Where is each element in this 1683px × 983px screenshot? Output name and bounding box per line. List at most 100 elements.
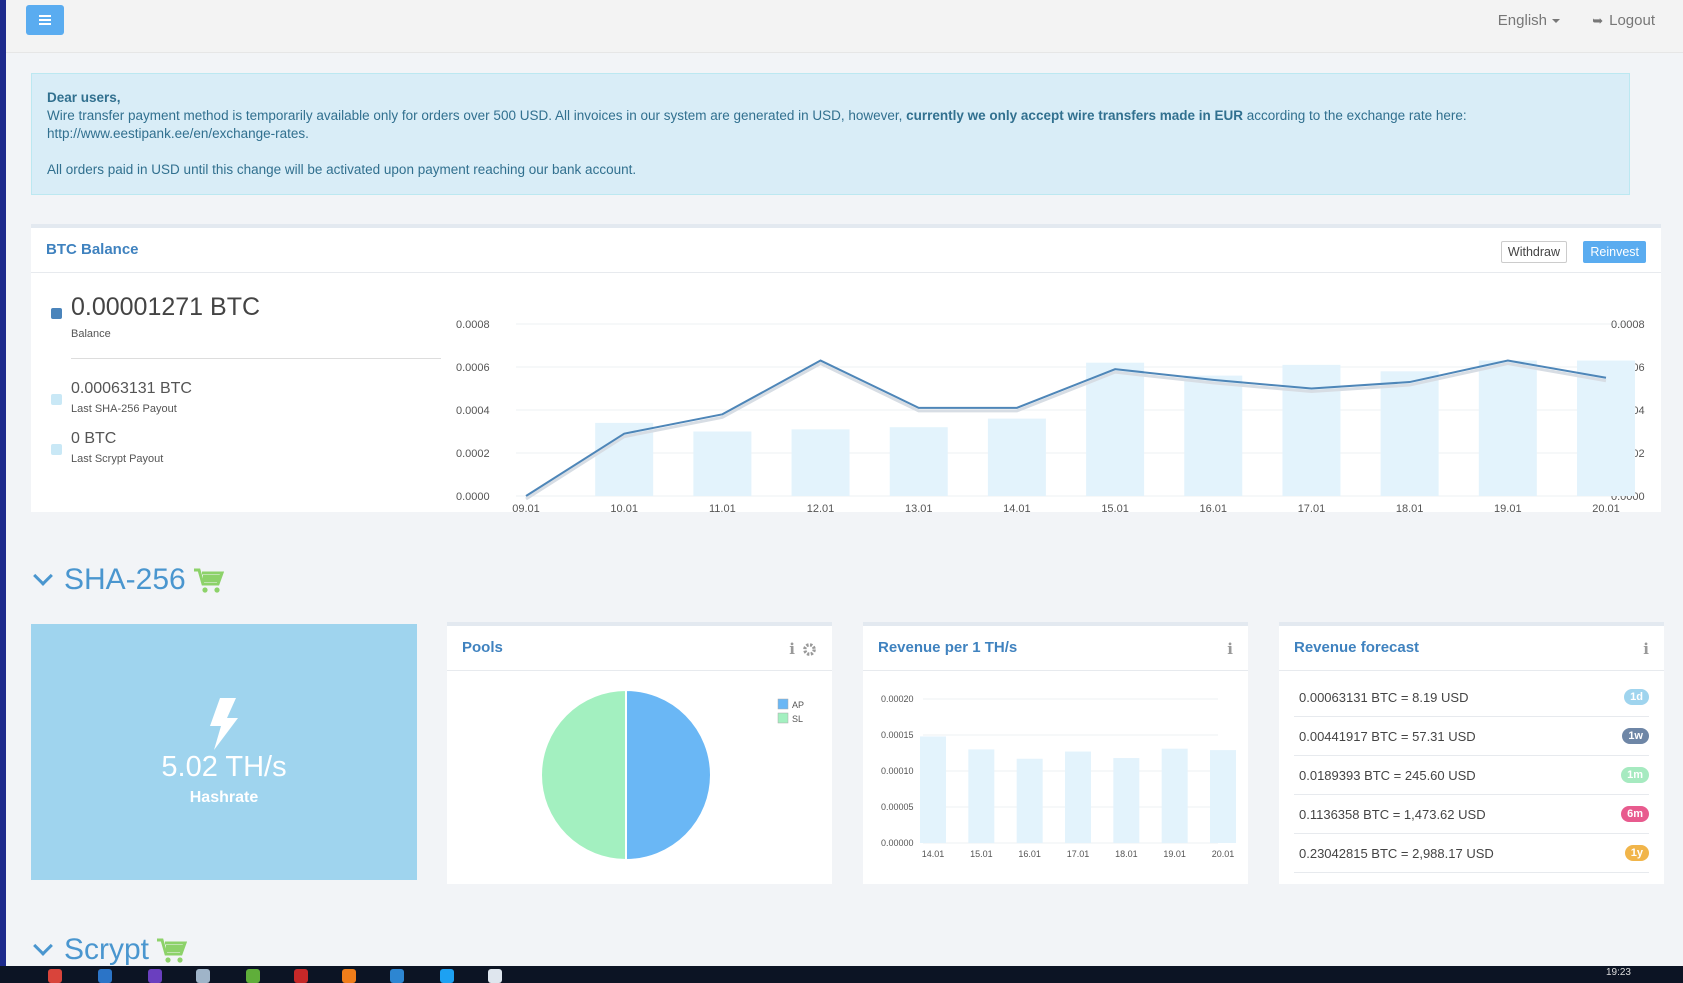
forecast-value: 0.00063131 BTC = 8.19 USD bbox=[1299, 690, 1469, 705]
sha256-title: SHA-256 bbox=[64, 563, 186, 596]
y-tick-label: 0.0008 bbox=[456, 319, 490, 331]
y2-tick-label: 0.0008 bbox=[1611, 319, 1645, 331]
payout-bar bbox=[1478, 360, 1537, 496]
chevron-down-icon bbox=[33, 936, 53, 956]
x-tick-label: 14.01 bbox=[922, 849, 945, 859]
x-tick-label: 19.01 bbox=[1494, 503, 1522, 512]
app-icon[interactable] bbox=[390, 969, 404, 983]
forecast-value: 0.0189393 BTC = 245.60 USD bbox=[1299, 768, 1476, 783]
cart-icon[interactable] bbox=[193, 568, 224, 594]
balance-label: Balance bbox=[71, 328, 111, 340]
app-icon[interactable] bbox=[148, 969, 162, 983]
legend-label: AP bbox=[792, 700, 804, 710]
logout-link[interactable]: ➥ Logout bbox=[1592, 12, 1655, 29]
revenue-forecast-panel: Revenue forecast i 0.00063131 BTC = 8.19… bbox=[1279, 622, 1664, 884]
info-icon[interactable]: i bbox=[789, 640, 795, 658]
payout-bar bbox=[1577, 360, 1635, 496]
hashrate-value: 5.02 TH/s bbox=[161, 751, 287, 783]
app-icon[interactable] bbox=[196, 969, 210, 983]
revenue-bar bbox=[1210, 750, 1236, 843]
info-icon[interactable]: i bbox=[1227, 640, 1233, 658]
alert-text-1: Wire transfer payment method is temporar… bbox=[47, 108, 907, 123]
chrome-icon[interactable] bbox=[48, 969, 62, 983]
hamburger-icon bbox=[39, 15, 51, 27]
alert-text-bold: currently we only accept wire transfers … bbox=[906, 108, 1244, 123]
balance-legend-swatch bbox=[51, 308, 62, 319]
exchange-rates-link[interactable]: http://www.eestipank.ee/en/exchange-rate… bbox=[47, 126, 306, 141]
alert-text-3: All orders paid in USD until this change… bbox=[47, 162, 637, 177]
btc-balance-panel: BTC Balance Withdraw Reinvest 0.00001271… bbox=[31, 224, 1661, 512]
payout-bar bbox=[595, 422, 654, 496]
x-tick-label: 13.01 bbox=[905, 503, 933, 512]
logout-label: Logout bbox=[1609, 12, 1655, 29]
x-tick-label: 20.01 bbox=[1212, 849, 1235, 859]
menu-toggle-button[interactable] bbox=[26, 5, 64, 35]
x-tick-label: 09.01 bbox=[512, 503, 540, 512]
os-taskbar: 19:23 bbox=[0, 966, 1683, 983]
y-tick-label: 0.0006 bbox=[456, 362, 490, 374]
x-tick-label: 20.01 bbox=[1592, 503, 1620, 512]
payout-bar bbox=[1184, 375, 1243, 496]
scrypt-payout-label: Last Scrypt Payout bbox=[71, 453, 164, 465]
sign-out-icon: ➥ bbox=[1592, 13, 1604, 28]
legend-swatch bbox=[777, 712, 789, 724]
payout-bar bbox=[987, 418, 1046, 496]
forecast-row: 0.00063131 BTC = 8.19 USD 1d bbox=[1294, 678, 1649, 717]
payout-bar bbox=[693, 431, 752, 496]
payout-bar bbox=[791, 429, 850, 496]
y-tick-label: 0.0002 bbox=[456, 448, 490, 460]
alert-text-2: according to the exchange rate here: bbox=[1243, 108, 1467, 123]
app-icon[interactable] bbox=[440, 969, 454, 983]
revenue-bar bbox=[1161, 748, 1188, 843]
hashrate-tile: 5.02 TH/s Hashrate bbox=[31, 624, 417, 880]
app-icon[interactable] bbox=[98, 969, 112, 983]
scrypt-section-header[interactable]: Scrypt bbox=[33, 933, 188, 967]
forecast-value: 0.23042815 BTC = 2,988.17 USD bbox=[1299, 846, 1494, 861]
pools-title: Pools bbox=[462, 639, 503, 656]
forecast-row: 0.00441917 BTC = 57.31 USD 1w bbox=[1294, 717, 1649, 756]
divider bbox=[71, 358, 441, 359]
revenue-per-th-title: Revenue per 1 TH/s bbox=[878, 639, 1018, 656]
y-tick-label: 0.0004 bbox=[456, 405, 490, 417]
scrypt-payout-swatch bbox=[51, 444, 62, 455]
pie-slice-sl bbox=[540, 688, 627, 862]
x-tick-label: 18.01 bbox=[1396, 503, 1424, 512]
x-tick-label: 16.01 bbox=[1018, 849, 1041, 859]
forecast-value: 0.00441917 BTC = 57.31 USD bbox=[1299, 729, 1476, 744]
payout-bar bbox=[889, 427, 948, 496]
balance-line bbox=[525, 359, 1607, 497]
language-dropdown[interactable]: English bbox=[1498, 12, 1560, 29]
period-badge: 1y bbox=[1624, 845, 1649, 861]
period-badge: 6m bbox=[1621, 806, 1649, 822]
y-tick-label: 0.0000 bbox=[456, 491, 490, 503]
x-tick-label: 10.01 bbox=[610, 503, 638, 512]
cart-icon[interactable] bbox=[157, 938, 188, 964]
balance-value: 0.00001271 BTC bbox=[71, 293, 261, 321]
app-icon[interactable] bbox=[294, 969, 308, 983]
legend-label: SL bbox=[792, 714, 803, 724]
revenue-per-th-chart: 0.00000 0.00005 0.00010 0.00015 0.00020 14.01… bbox=[881, 694, 1236, 859]
app-icon[interactable] bbox=[342, 969, 356, 983]
reinvest-button[interactable]: Reinvest bbox=[1583, 241, 1646, 263]
top-navbar: English ➥ Logout bbox=[6, 0, 1683, 53]
gear-icon[interactable] bbox=[802, 642, 817, 657]
pie-slice-ap bbox=[625, 688, 712, 862]
caret-down-icon bbox=[1552, 19, 1560, 24]
info-icon[interactable]: i bbox=[1643, 640, 1649, 658]
forecast-row: 0.0189393 BTC = 245.60 USD 1m bbox=[1294, 756, 1649, 795]
forecast-value: 0.1136358 BTC = 1,473.62 USD bbox=[1299, 807, 1486, 822]
sha-payout-value: 0.00063131 BTC bbox=[71, 380, 192, 397]
y-tick-label: 0.00015 bbox=[881, 730, 914, 740]
chevron-down-icon bbox=[33, 566, 53, 586]
x-tick-label: 18.01 bbox=[1115, 849, 1138, 859]
hashrate-label: Hashrate bbox=[189, 789, 259, 806]
btc-balance-chart: 0.00000.00000.00020.00020.00040.00040.00… bbox=[456, 319, 1645, 512]
withdraw-button[interactable]: Withdraw bbox=[1500, 241, 1567, 263]
alert-link-end: . bbox=[305, 126, 309, 141]
app-icon[interactable] bbox=[488, 969, 502, 983]
language-label: English bbox=[1497, 12, 1547, 29]
sha-payout-label: Last SHA-256 Payout bbox=[71, 403, 177, 415]
sha256-section-header[interactable]: SHA-256 bbox=[33, 563, 224, 597]
app-icon[interactable] bbox=[246, 969, 260, 983]
x-tick-label: 17.01 bbox=[1067, 849, 1090, 859]
